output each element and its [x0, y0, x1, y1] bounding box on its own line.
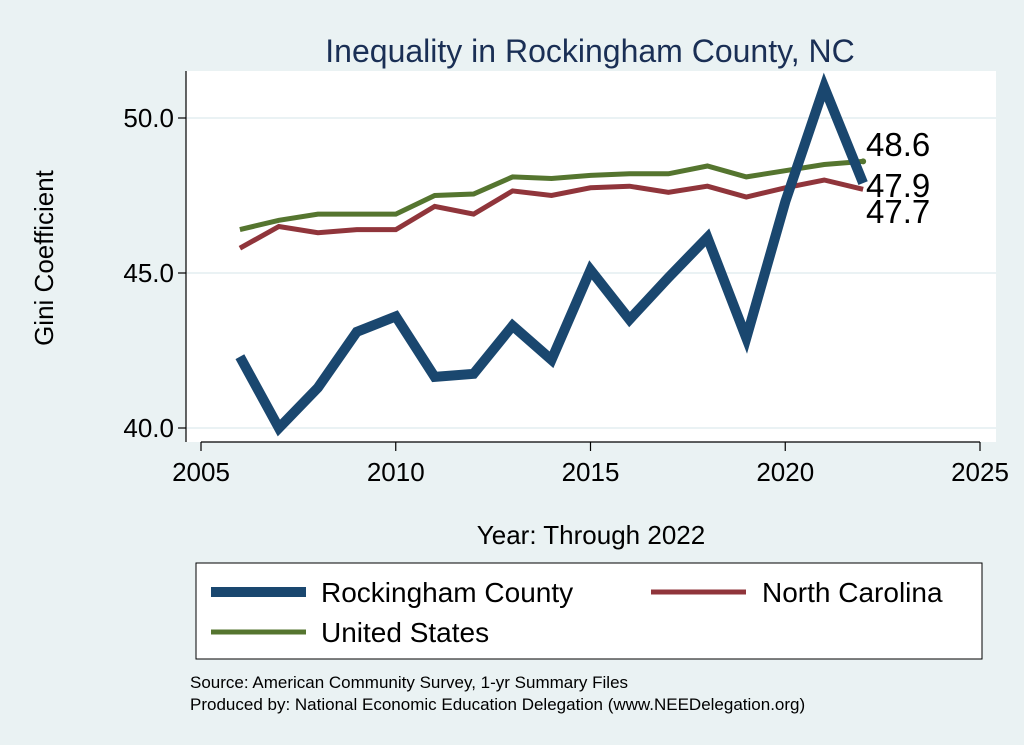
- x-tick-label: 2020: [756, 457, 814, 487]
- x-axis-title: Year: Through 2022: [477, 520, 705, 550]
- end-label-rockingham-county: 47.9: [866, 167, 930, 204]
- x-tick-label: 2025: [951, 457, 1009, 487]
- y-tick-label: 40.0: [123, 413, 174, 443]
- legend-label-rockingham-county: Rockingham County: [321, 577, 573, 608]
- legend-box: [195, 562, 983, 660]
- legend: Rockingham County North Carolina United St…: [195, 562, 983, 660]
- end-label-north-carolina: 47.7: [866, 193, 930, 230]
- producer-line: Produced by: National Economic Education…: [190, 695, 805, 714]
- series-layer: [235, 72, 868, 437]
- series-line-united-states: [239, 158, 864, 233]
- axes: 40.0 45.0 50.0 2005 2010 2015 2020 2025: [123, 71, 1009, 487]
- series-line-rockingham-county: [235, 72, 868, 437]
- series-end-marker-united-states: [860, 158, 867, 165]
- x-tick-label: 2005: [172, 457, 230, 487]
- y-axis-title: Gini Coefficient: [29, 169, 59, 346]
- series-line-north-carolina: [238, 177, 864, 251]
- x-tick-label: 2015: [562, 457, 620, 487]
- end-label-united-states: 48.6: [866, 126, 930, 163]
- legend-label-north-carolina: North Carolina: [762, 577, 943, 608]
- legend-label-united-states: United States: [321, 617, 489, 648]
- end-labels: 47.947.7 48.6: [866, 126, 930, 230]
- x-tick-label: 2010: [367, 457, 425, 487]
- chart-title: Inequality in Rockingham County, NC: [325, 33, 854, 69]
- y-tick-label: 45.0: [123, 258, 174, 288]
- y-tick-label: 50.0: [123, 103, 174, 133]
- source-line: Source: American Community Survey, 1-yr …: [190, 673, 628, 692]
